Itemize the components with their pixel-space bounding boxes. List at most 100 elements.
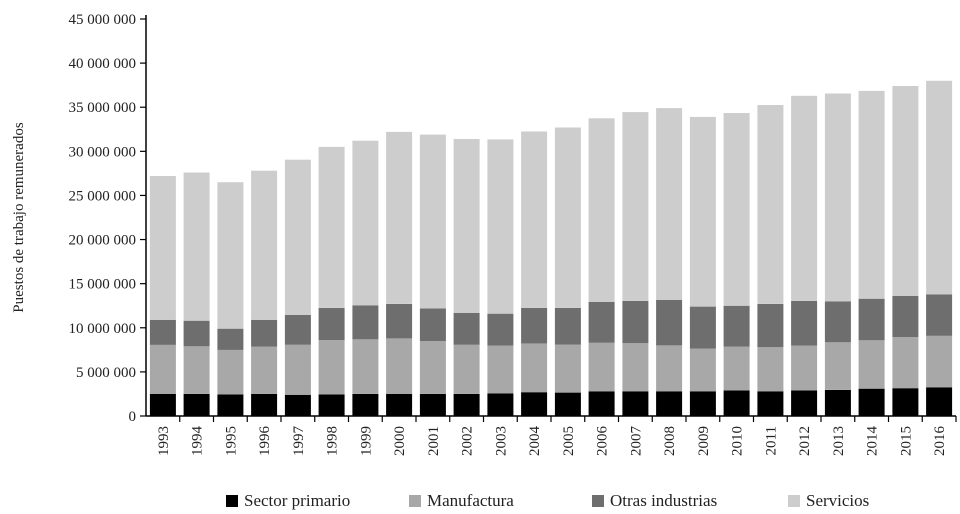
bar-segment-servicios xyxy=(656,108,683,300)
x-tick-label: 2006 xyxy=(595,426,611,457)
legend-label: Manufactura xyxy=(427,491,514,510)
bar-segment-sector-primario xyxy=(858,388,885,416)
bar-segment-otras-industrias xyxy=(554,307,581,345)
bar-segment-otras-industrias xyxy=(284,315,311,345)
y-axis-title: Puestos de trabajo remunerados xyxy=(11,122,27,313)
bar-segment-sector-primario xyxy=(554,392,581,416)
bar-segment-sector-primario xyxy=(386,393,413,416)
bar-segment-manufactura xyxy=(149,345,176,394)
bar-segment-manufactura xyxy=(858,340,885,389)
bar-segment-manufactura xyxy=(926,335,953,388)
bar-segment-sector-primario xyxy=(791,390,818,416)
bar-segment-manufactura xyxy=(386,338,413,394)
y-tick-label: 15 000 000 xyxy=(69,277,137,293)
x-tick-label: 2008 xyxy=(662,426,678,456)
legend-swatch xyxy=(788,495,800,507)
x-tick-label: 2003 xyxy=(493,426,509,456)
bar-segment-otras-industrias xyxy=(656,300,683,346)
bar-segment-sector-primario xyxy=(622,391,649,416)
bar-segment-manufactura xyxy=(453,344,480,394)
bar-segment-otras-industrias xyxy=(723,305,750,347)
bar-segment-servicios xyxy=(588,118,615,302)
bar-segment-manufactura xyxy=(656,345,683,392)
bar-segment-otras-industrias xyxy=(318,307,345,341)
bar-segment-otras-industrias xyxy=(419,308,446,341)
x-tick-label: 2000 xyxy=(392,426,408,456)
x-tick-label: 1996 xyxy=(257,426,273,457)
bar-segment-sector-primario xyxy=(757,391,784,416)
x-tick-label: 1998 xyxy=(325,426,341,456)
x-tick-label: 2012 xyxy=(797,426,813,456)
bar-segment-otras-industrias xyxy=(149,319,176,345)
legend-swatch xyxy=(409,495,421,507)
x-tick-label: 2011 xyxy=(763,426,779,455)
bar-segment-manufactura xyxy=(183,346,210,394)
x-tick-label: 2013 xyxy=(831,426,847,456)
bar-segment-manufactura xyxy=(251,346,278,394)
bar-segment-servicios xyxy=(183,172,210,321)
y-axis-ticks: 0 5 000 000 10 000 000 15 000 000 20 000 000… xyxy=(69,12,146,425)
bar-segment-sector-primario xyxy=(453,393,480,416)
x-tick-label: 2001 xyxy=(426,426,442,456)
bar-segment-sector-primario xyxy=(284,394,311,416)
bar-segment-sector-primario xyxy=(588,391,615,416)
bar-segment-otras-industrias xyxy=(251,319,278,347)
bar-segment-servicios xyxy=(419,134,446,309)
bars-group xyxy=(149,80,953,416)
bar-segment-otras-industrias xyxy=(926,294,953,336)
bar-segment-servicios xyxy=(757,105,784,304)
bar-segment-manufactura xyxy=(757,347,784,392)
bar-segment-servicios xyxy=(386,131,413,304)
bar-segment-otras-industrias xyxy=(689,306,716,349)
bar-segment-otras-industrias xyxy=(217,328,244,350)
x-tick-label: 1999 xyxy=(358,426,374,456)
y-tick-label: 0 xyxy=(129,409,137,425)
bar-segment-sector-primario xyxy=(419,393,446,416)
bar-segment-servicios xyxy=(521,131,548,308)
bar-segment-servicios xyxy=(284,159,311,315)
bar-segment-otras-industrias xyxy=(791,300,818,346)
bar-segment-sector-primario xyxy=(926,387,953,416)
legend-label: Servicios xyxy=(806,491,869,510)
x-tick-label: 2002 xyxy=(460,426,476,456)
bar-segment-otras-industrias xyxy=(183,320,210,347)
bar-segment-sector-primario xyxy=(689,391,716,416)
y-tick-label: 25 000 000 xyxy=(69,188,137,204)
bar-segment-otras-industrias xyxy=(453,312,480,345)
bar-segment-sector-primario xyxy=(318,394,345,416)
bar-segment-servicios xyxy=(487,139,514,314)
bar-segment-servicios xyxy=(554,127,581,308)
y-tick-label: 40 000 000 xyxy=(69,56,137,72)
bar-segment-manufactura xyxy=(689,348,716,392)
x-tick-label: 1995 xyxy=(223,426,239,456)
bar-segment-servicios xyxy=(453,139,480,313)
bar-segment-servicios xyxy=(622,112,649,301)
bar-segment-servicios xyxy=(791,95,818,301)
bar-segment-otras-industrias xyxy=(757,304,784,348)
bar-segment-otras-industrias xyxy=(622,300,649,344)
y-tick-label: 10 000 000 xyxy=(69,321,137,337)
bar-segment-sector-primario xyxy=(183,393,210,416)
legend-swatch xyxy=(592,495,604,507)
bar-segment-sector-primario xyxy=(487,393,514,416)
bar-segment-manufactura xyxy=(217,349,244,395)
bar-segment-sector-primario xyxy=(149,393,176,416)
x-tick-label: 2009 xyxy=(696,426,712,456)
bar-segment-sector-primario xyxy=(892,388,919,416)
bar-segment-manufactura xyxy=(824,342,851,390)
bar-segment-sector-primario xyxy=(521,392,548,416)
bar-segment-manufactura xyxy=(318,340,345,395)
y-tick-label: 45 000 000 xyxy=(69,12,137,28)
bar-segment-otras-industrias xyxy=(858,298,885,341)
x-tick-label: 2010 xyxy=(730,426,746,456)
x-tick-label: 2007 xyxy=(628,426,644,457)
legend-label: Sector primario xyxy=(244,491,350,510)
bar-segment-sector-primario xyxy=(217,394,244,416)
bar-segment-manufactura xyxy=(352,339,379,394)
bar-segment-sector-primario xyxy=(723,390,750,416)
bar-segment-servicios xyxy=(352,140,379,306)
y-tick-label: 20 000 000 xyxy=(69,233,137,249)
bar-segment-servicios xyxy=(149,176,176,320)
legend: Sector primario Manufactura Otras industri… xyxy=(226,491,869,510)
